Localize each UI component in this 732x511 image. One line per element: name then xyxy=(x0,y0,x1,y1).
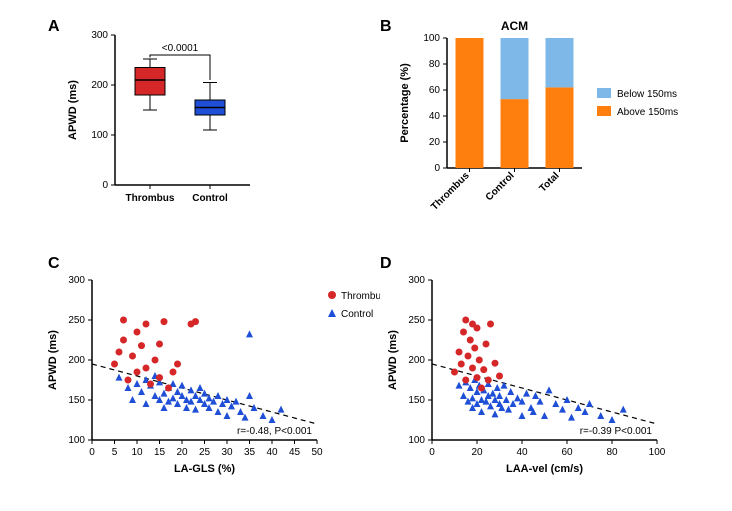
svg-text:LAA-vel (cm/s): LAA-vel (cm/s) xyxy=(506,463,583,475)
svg-text:Control: Control xyxy=(192,193,228,204)
svg-text:0: 0 xyxy=(102,180,108,191)
svg-text:200: 200 xyxy=(408,355,425,366)
svg-text:150: 150 xyxy=(68,395,85,406)
svg-text:60: 60 xyxy=(429,85,441,96)
svg-text:Total: Total xyxy=(537,170,561,194)
svg-text:Thrombus: Thrombus xyxy=(341,291,380,302)
svg-text:40: 40 xyxy=(516,447,528,458)
svg-text:300: 300 xyxy=(408,275,425,286)
svg-text:35: 35 xyxy=(244,447,256,458)
panel-d-chart: 100 150 200 250 300 0 20 40 60 80 100 APWD (ms) LAA-… xyxy=(380,270,720,495)
svg-text:30: 30 xyxy=(221,447,233,458)
svg-text:200: 200 xyxy=(91,80,108,91)
svg-text:100: 100 xyxy=(649,447,666,458)
svg-text:Thrombus: Thrombus xyxy=(126,193,175,204)
svg-text:20: 20 xyxy=(471,447,483,458)
svg-text:0: 0 xyxy=(434,163,440,174)
panel-c-chart: 100 150 200 250 300 0 5 10 15 20 25 30 35 40 45 50 APWD … xyxy=(40,270,380,495)
svg-text:0: 0 xyxy=(429,447,435,458)
svg-text:300: 300 xyxy=(91,30,108,41)
panel-b-chart: ACM 0 20 40 60 80 100 Percentage (%) Thrombus Con… xyxy=(392,18,712,228)
svg-text:250: 250 xyxy=(68,315,85,326)
figure-container: A 0100200300APWD (ms)ThrombusControl<0.0… xyxy=(10,10,722,501)
svg-text:Control: Control xyxy=(341,309,373,320)
svg-text:10: 10 xyxy=(131,447,143,458)
svg-text:20: 20 xyxy=(429,137,441,148)
svg-text:60: 60 xyxy=(561,447,573,458)
svg-text:LA-GLS (%): LA-GLS (%) xyxy=(174,463,235,475)
svg-text:<0.0001: <0.0001 xyxy=(162,43,199,54)
svg-text:80: 80 xyxy=(429,59,441,70)
svg-text:40: 40 xyxy=(266,447,278,458)
svg-text:80: 80 xyxy=(606,447,618,458)
svg-text:250: 250 xyxy=(408,315,425,326)
svg-text:100: 100 xyxy=(91,130,108,141)
svg-text:r=-0.48, P<0.001: r=-0.48, P<0.001 xyxy=(237,426,312,437)
svg-text:Below 150ms: Below 150ms xyxy=(617,89,677,100)
svg-text:45: 45 xyxy=(289,447,301,458)
svg-text:Thrombus: Thrombus xyxy=(429,170,472,213)
svg-text:ACM: ACM xyxy=(501,19,528,33)
svg-text:Above 150ms: Above 150ms xyxy=(617,107,678,118)
svg-text:APWD (ms): APWD (ms) xyxy=(387,330,399,390)
svg-text:15: 15 xyxy=(154,447,166,458)
panel-a-chart: 0 100 200 300 APWD (ms) Thrombus Control <0.000… xyxy=(60,25,270,220)
svg-text:100: 100 xyxy=(68,435,85,446)
svg-text:0: 0 xyxy=(89,447,95,458)
svg-text:300: 300 xyxy=(68,275,85,286)
svg-text:25: 25 xyxy=(199,447,211,458)
svg-text:APWD (ms): APWD (ms) xyxy=(67,80,79,140)
svg-text:40: 40 xyxy=(429,111,441,122)
svg-text:20: 20 xyxy=(176,447,188,458)
svg-text:150: 150 xyxy=(408,395,425,406)
svg-text:100: 100 xyxy=(423,33,440,44)
svg-text:r=-0.39 P<0.001: r=-0.39 P<0.001 xyxy=(580,426,653,437)
svg-text:50: 50 xyxy=(311,447,323,458)
panel-b-label: B xyxy=(380,18,392,36)
svg-text:200: 200 xyxy=(68,355,85,366)
svg-text:APWD (ms): APWD (ms) xyxy=(47,330,59,390)
svg-text:Percentage (%): Percentage (%) xyxy=(399,63,411,143)
panel-a-label: A xyxy=(48,18,60,36)
svg-text:100: 100 xyxy=(408,435,425,446)
svg-text:Control: Control xyxy=(484,170,517,203)
svg-text:5: 5 xyxy=(112,447,118,458)
